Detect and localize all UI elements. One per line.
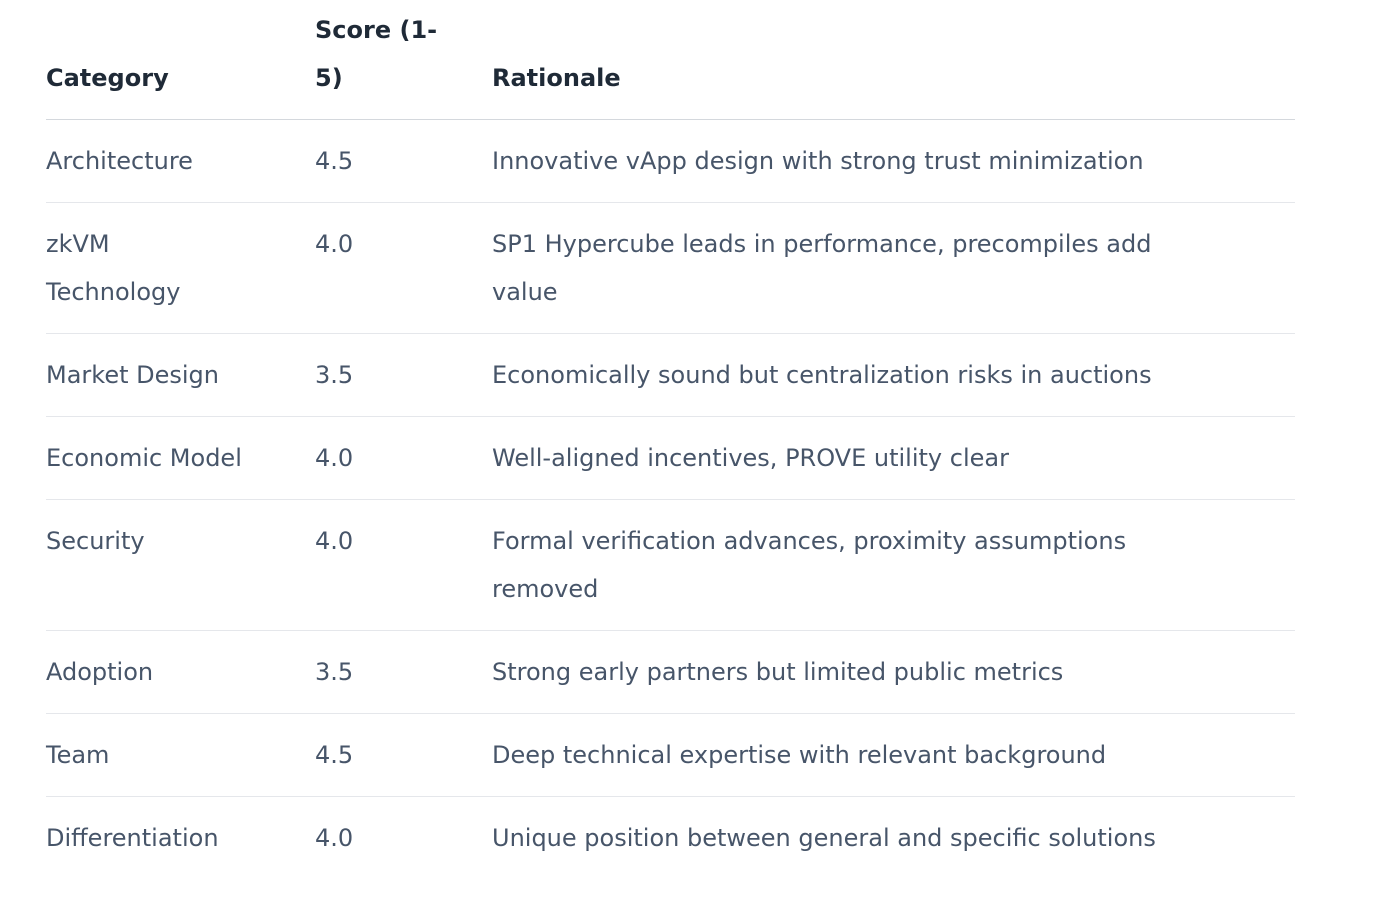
category-cell: Team [46,713,315,797]
rationale-cell: Strong early partners but limited public… [492,630,1295,714]
evaluation-table-container: Category Score (1-5) Rationale Architect… [46,0,1295,879]
rationale-cell: SP1 Hypercube leads in performance, prec… [492,202,1295,334]
score-cell: 3.5 [315,333,492,417]
table-row: Differentiation 4.0 Unique position betw… [46,797,1295,880]
score-cell: 4.0 [315,202,492,334]
category-cell: Market Design [46,333,315,417]
evaluation-score-table: Category Score (1-5) Rationale Architect… [46,0,1295,879]
category-cell: Economic Model [46,416,315,500]
table-row: Market Design 3.5 Economically sound but… [46,333,1295,417]
rationale-cell: Well-aligned incentives, PROVE utility c… [492,416,1295,500]
score-cell: 3.5 [315,630,492,714]
rationale-cell: Innovative vApp design with strong trust… [492,119,1295,203]
category-cell: Architecture [46,119,315,203]
table-row: Architecture 4.5 Innovative vApp design … [46,119,1295,203]
score-cell: 4.0 [315,824,354,852]
category-cell: Security [46,499,315,631]
column-header-score: Score (1-5) [315,0,492,120]
table-row: Security 4.0 Formal verification advance… [46,499,1295,631]
category-cell: zkVM Technology [46,202,315,334]
category-cell: Adoption [46,630,315,714]
header-row: Category Score (1-5) Rationale [46,0,1295,120]
table-row: Economic Model 4.0 Well-aligned incentiv… [46,416,1295,500]
score-cell: 4.5 [315,713,492,797]
score-cell: 4.0 [315,416,492,500]
score-cell: 4.5 [315,119,492,203]
score-cell: 4.0 [315,499,492,631]
table-header: Category Score (1-5) Rationale [46,0,1295,120]
rationale-cell: Economically sound but centralization ri… [492,333,1295,417]
rationale-cell: Formal verification advances, proximity … [492,499,1295,631]
rationale-cell: Unique position between general and spec… [492,824,1156,852]
column-header-rationale: Rationale [492,0,1295,120]
table-row: Team 4.5 Deep technical expertise with r… [46,713,1295,797]
rationale-cell: Deep technical expertise with relevant b… [492,713,1295,797]
table-row: Adoption 3.5 Strong early partners but l… [46,630,1295,714]
column-header-category: Category [46,0,315,120]
table-body: Architecture 4.5 Innovative vApp design … [46,119,1295,880]
category-cell: Differentiation [46,824,219,852]
table-row: zkVM Technology 4.0 SP1 Hypercube leads … [46,202,1295,334]
